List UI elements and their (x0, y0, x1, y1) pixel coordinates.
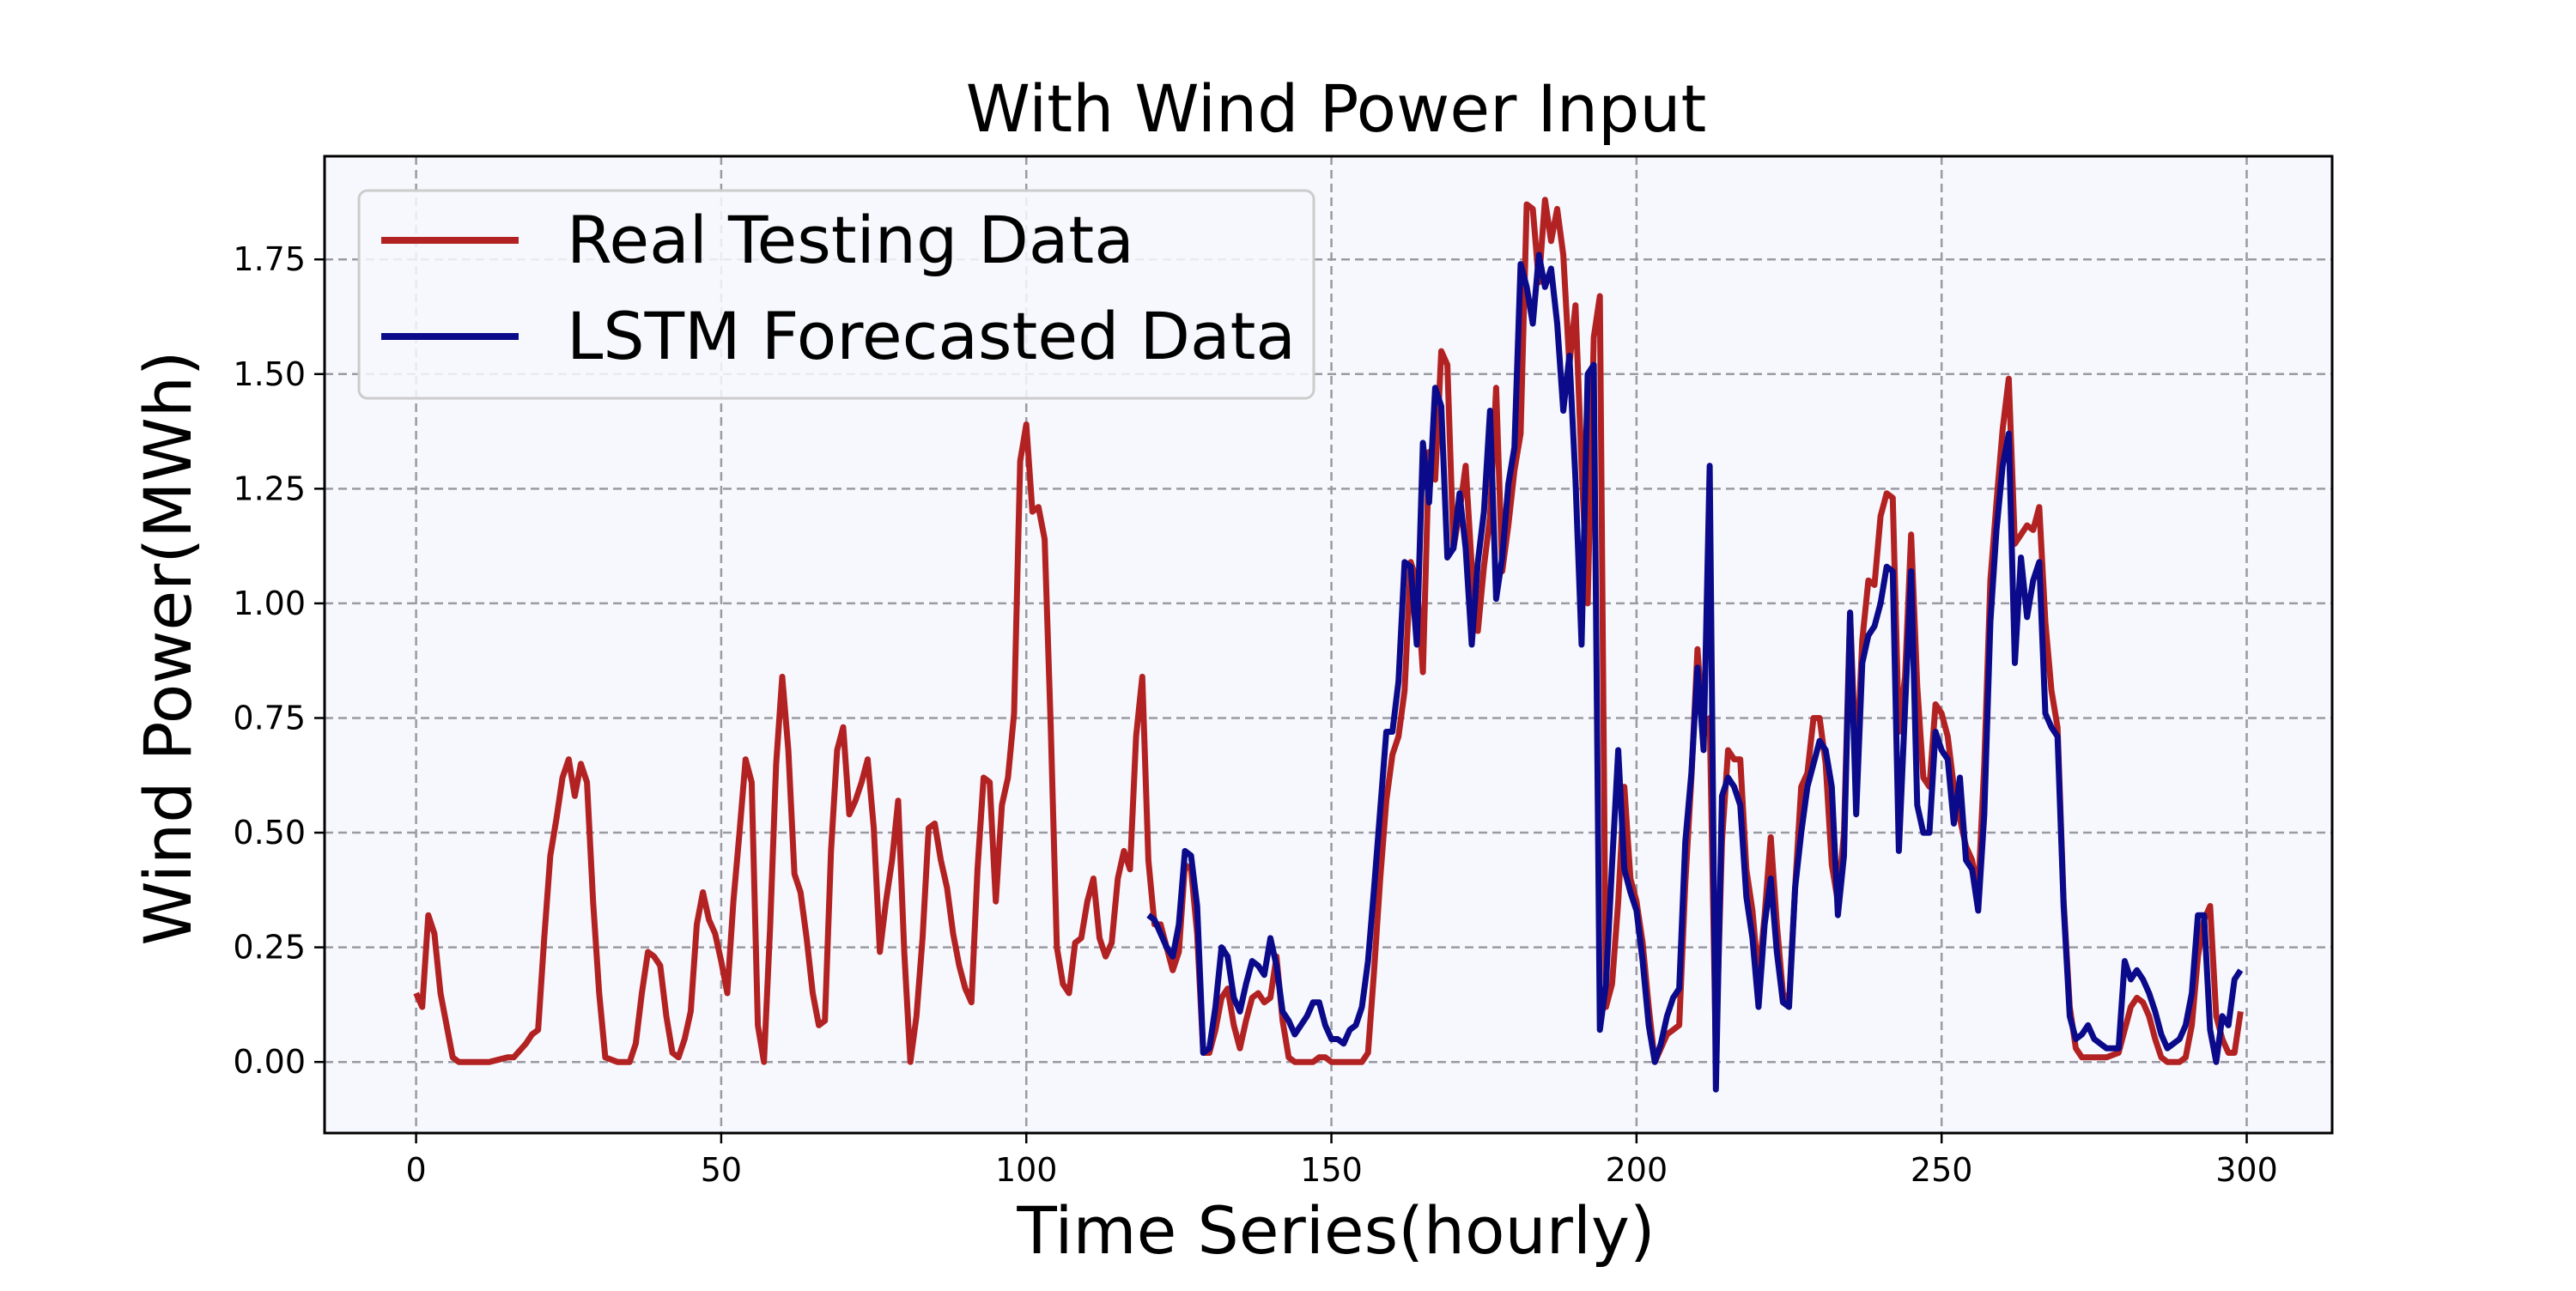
y-tick-label: 1.75 (233, 240, 306, 278)
legend-box (357, 189, 1315, 400)
y-tick-label: 0.50 (233, 814, 306, 852)
y-tick-label: 1.50 (233, 355, 306, 393)
x-tick-label: 100 (995, 1151, 1058, 1189)
chart-title: With Wind Power Input (966, 70, 1707, 147)
x-tick-label: 150 (1300, 1151, 1363, 1189)
series-group (413, 197, 2244, 1093)
legend-label: Real Testing Data (567, 202, 1134, 278)
y-tick-label: 0.00 (233, 1043, 306, 1081)
axis-ticks: 0 50 100 150 200 250 300 0.00 0.25 0.50 0.75 1.00 1.… (233, 240, 2277, 1189)
plot-frame (323, 155, 2334, 1135)
y-axis-label: Wind Power(MWh) (130, 350, 206, 945)
x-tick-label: 0 (406, 1151, 427, 1189)
series-line-lstm-forecasted-data (1146, 252, 2244, 1093)
x-axis-label: Time Series(hourly) (1016, 1192, 1655, 1269)
y-tick-label: 0.25 (233, 929, 306, 967)
y-tick-label: 1.25 (233, 470, 306, 507)
x-tick-label: 300 (2215, 1151, 2278, 1189)
x-tick-label: 200 (1606, 1151, 1668, 1189)
x-tick-label: 50 (701, 1151, 742, 1189)
y-tick-label: 1.00 (233, 585, 306, 622)
x-tick-label: 250 (1911, 1151, 1973, 1189)
legend-label: LSTM Forecasted Data (567, 298, 1296, 374)
y-tick-label: 0.75 (233, 699, 306, 736)
legend: Real Testing Data LSTM Forecasted Data (357, 189, 1315, 400)
